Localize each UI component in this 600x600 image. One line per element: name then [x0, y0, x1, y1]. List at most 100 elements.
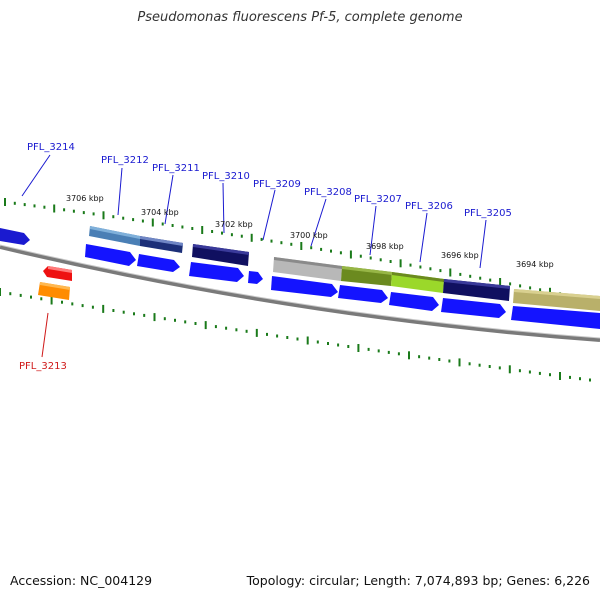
outer-tick — [43, 205, 46, 209]
gene-bar-pfl-3205-top — [444, 279, 510, 289]
inner-tick — [184, 320, 187, 324]
outer-tick — [112, 215, 115, 219]
kbp-label-3706: 3706 kbp — [66, 194, 104, 203]
inner-tick — [468, 362, 471, 366]
inner-tick — [19, 293, 22, 297]
outer-tick — [290, 242, 293, 246]
leader-pfl-3207 — [369, 205, 377, 256]
leader-pfl-3213 — [41, 312, 49, 358]
inner-tick — [549, 373, 551, 377]
outer-tick — [479, 276, 482, 280]
inner-tick — [255, 328, 258, 337]
outer-tick — [270, 239, 273, 243]
kbp-label-3702: 3702 kbp — [215, 220, 253, 229]
outer-tick — [201, 226, 204, 234]
gene-label-pfl-3211[interactable]: PFL_3211 — [152, 163, 200, 174]
cds-arrow-5[interactable] — [271, 276, 338, 297]
outer-tick — [4, 198, 6, 206]
inner-tick — [276, 334, 279, 338]
gene-bar-pfl-3210[interactable] — [192, 244, 249, 266]
inner-tick — [448, 359, 451, 363]
inner-tick — [9, 292, 12, 296]
outer-tick — [339, 251, 342, 255]
outer-tick — [389, 260, 392, 263]
leader-pfl-3208 — [310, 198, 327, 247]
cds-arrow-3[interactable] — [189, 262, 244, 282]
cds-arrow-4[interactable] — [248, 271, 263, 284]
outer-tick — [221, 231, 223, 235]
cds-arrow-7[interactable] — [389, 292, 439, 311]
topology-text: Topology: circular; Length: 7,074,893 bp… — [246, 573, 590, 588]
inner-tick — [286, 336, 289, 339]
outer-tick — [23, 203, 26, 207]
gene-label-pfl-3207[interactable]: PFL_3207 — [354, 194, 402, 205]
outer-tick — [419, 265, 422, 269]
gene-label-pfl-3214[interactable]: PFL_3214 — [27, 142, 75, 153]
inner-tick — [245, 329, 248, 333]
inner-tick — [458, 358, 461, 367]
outer-tick — [489, 278, 492, 282]
inner-tick — [0, 288, 1, 296]
gene-label-pfl-3208[interactable]: PFL_3208 — [304, 187, 352, 198]
cds-arrow-6[interactable] — [338, 285, 388, 303]
gene-label-pfl-3212[interactable]: PFL_3212 — [101, 155, 149, 166]
outer-tick — [260, 237, 263, 241]
inner-tick — [133, 312, 135, 316]
cds-arrow-9[interactable] — [511, 306, 600, 329]
gene-label-pfl-3205[interactable]: PFL_3205 — [464, 208, 512, 219]
gene-bar-pfl-3214[interactable] — [0, 228, 30, 245]
cds-arrow-1[interactable] — [85, 244, 136, 266]
leader-pfl-3214 — [21, 154, 51, 197]
outer-tick — [33, 204, 36, 208]
gene-bar-pfl-3208[interactable] — [273, 257, 342, 281]
leader-pfl-3206 — [419, 212, 428, 263]
leader-pfl-3205 — [479, 219, 487, 269]
outer-tick — [310, 246, 313, 250]
gene-bar-pfl-3211-top — [140, 236, 183, 246]
outer-tick — [161, 222, 164, 226]
gene-bar-pfl-3210-top — [193, 244, 249, 255]
inner-tick — [122, 310, 125, 314]
inner-tick — [377, 349, 380, 353]
inner-tick — [266, 332, 268, 336]
cds-arrow-2[interactable] — [137, 254, 180, 272]
gene-label-pfl-3206[interactable]: PFL_3206 — [405, 201, 453, 212]
outer-tick — [72, 209, 75, 213]
outer-tick — [181, 225, 184, 229]
inner-tick — [589, 378, 591, 382]
inner-tick — [428, 356, 431, 360]
outer-tick — [92, 212, 95, 216]
inner-tick — [50, 296, 53, 305]
gene-label-pfl-3210[interactable]: PFL_3210 — [202, 171, 250, 182]
leader-pfl-3211 — [164, 174, 174, 225]
gene-labels: PFL_3214 PFL_3212 PFL_3211 PFL_3210 PFL_… — [19, 142, 512, 372]
gene-label-pfl-3213[interactable]: PFL_3213 — [19, 361, 67, 372]
inner-tick — [408, 351, 410, 360]
outer-tick — [13, 201, 16, 205]
leader-pfl-3209 — [262, 189, 276, 241]
accession-text: Accession: NC_004129 — [10, 573, 153, 588]
inner-tick — [102, 304, 105, 313]
inner-tick — [498, 366, 501, 370]
outer-tick — [53, 204, 56, 213]
inner-tick — [174, 318, 176, 322]
outer-tick — [519, 284, 522, 288]
inner-tick — [316, 340, 319, 344]
outer-tick — [151, 218, 154, 227]
outer-tick — [409, 263, 412, 267]
outer-tick — [230, 233, 233, 237]
outer-tick — [141, 219, 144, 223]
outer-tick — [369, 256, 372, 260]
kbp-label-3698: 3698 kbp — [366, 242, 404, 251]
inner-tick — [306, 336, 309, 345]
inner-tick — [559, 372, 561, 380]
gene-bar-pfl-3207-top — [342, 266, 392, 275]
inner-tick — [569, 375, 571, 379]
inner-tick — [327, 342, 329, 345]
gene-label-pfl-3209[interactable]: PFL_3209 — [253, 179, 301, 190]
cds-arrow-8[interactable] — [441, 298, 506, 318]
kbp-label-3696: 3696 kbp — [441, 251, 479, 260]
inner-tick — [438, 358, 441, 361]
inner-tick — [296, 337, 299, 341]
